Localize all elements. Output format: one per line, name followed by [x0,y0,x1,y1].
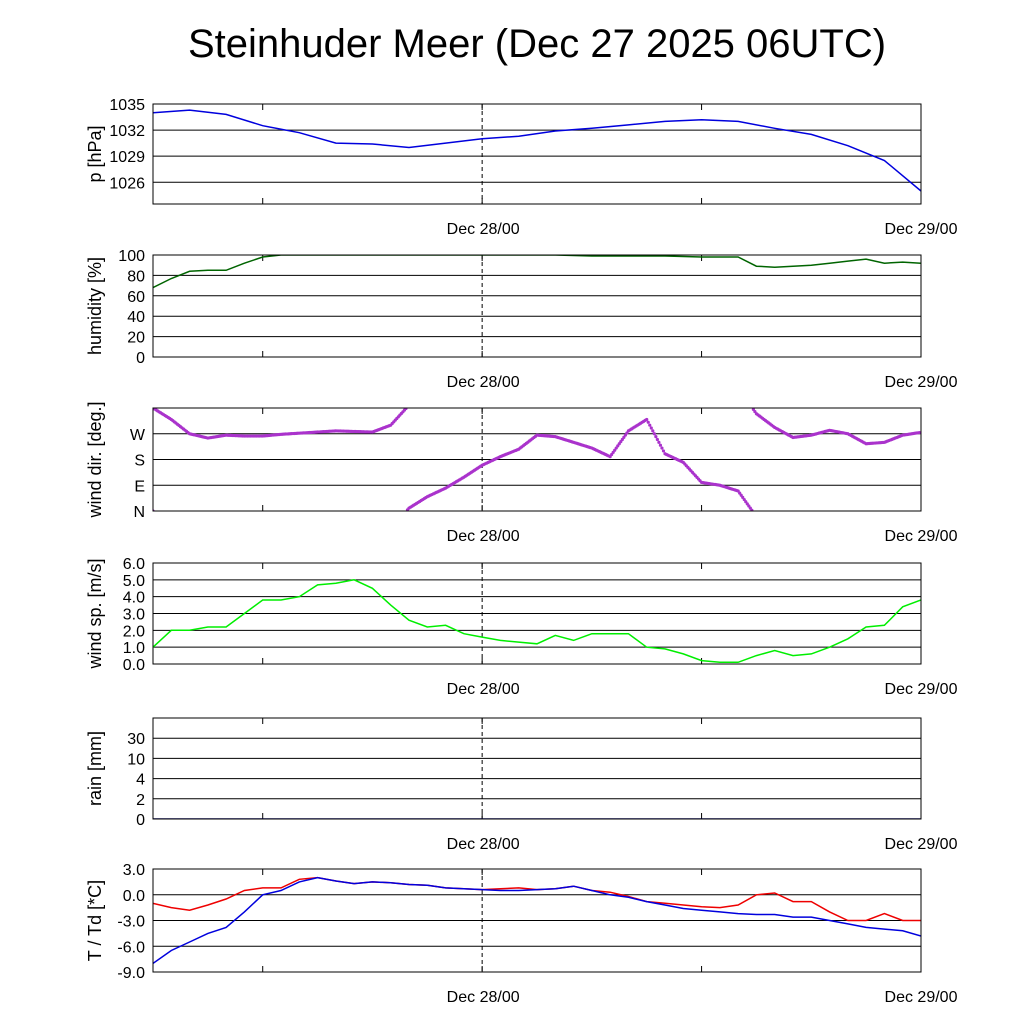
series-1-line [153,255,921,289]
panel-frame [152,254,922,358]
panel-frame [152,868,922,973]
series-1-line [153,109,921,192]
series-2-line [153,876,921,965]
wind-dir-point [658,443,663,447]
y-tick-label: 1026 [109,175,145,192]
wind-dir-point [648,423,652,427]
wind-dir-point [750,508,754,511]
x-tick-label: Dec 29/00 [885,989,958,1006]
y-tick-label: 20 [127,330,145,347]
y-tick-label: 1029 [109,149,145,166]
y-tick-label: 1035 [109,97,145,114]
y-tick-label: 0 [136,812,145,829]
y-tick-label: 0 [136,350,145,367]
y-tick-label: -9.0 [117,965,145,982]
x-tick-label: Dec 29/00 [885,681,958,698]
panel-frame [152,562,922,665]
x-tick-label: Dec 28/00 [447,221,520,238]
x-tick-label: Dec 28/00 [447,528,520,545]
panel-frame [152,717,922,820]
x-tick-label: Dec 29/00 [885,836,958,853]
y-tick-label: N [133,504,145,521]
x-tick-label: Dec 28/00 [447,989,520,1006]
y-tick-label: -3.0 [117,914,145,931]
y-tick-label: 5.0 [123,573,145,590]
y-tick-label: 100 [118,248,145,265]
wind-dir-point [404,408,408,411]
y-tick-label: 3.0 [123,862,145,879]
wind-dir-point [917,430,921,435]
wind-dir-point [657,440,661,444]
y-axis-label: wind sp. [m/s] [85,558,105,669]
y-tick-label: 60 [127,289,145,306]
y-tick-label: 4 [136,772,145,789]
y-tick-label: 2 [136,792,145,809]
y-tick-label: 1.0 [123,640,145,657]
y-tick-label: 10 [127,751,145,768]
y-axis-label: wind dir. [deg.] [85,401,105,518]
wind-dir-point [646,420,650,424]
x-tick-label: Dec 28/00 [447,681,520,698]
y-tick-label: 6.0 [123,556,145,573]
x-tick-label: Dec 28/00 [447,836,520,853]
panel-2: 0 20 40 60 80 100 humidity [%] Dec 28/00 Dec 29/… [85,248,958,391]
y-axis-label: rain [mm] [85,731,105,806]
series-1-line [153,876,921,922]
y-tick-label: 30 [127,731,145,748]
panel-5: 0 2 4 10 30 rain [mm] Dec 28/00 Dec 29/00 [85,717,958,853]
y-tick-label: E [134,478,145,495]
y-tick-label: 0.0 [123,888,145,905]
wind-dir-point [660,446,664,450]
wind-dir-point [649,426,653,430]
panel-frame [152,407,922,512]
panel-4: 0.01.02.03.04.05.06.0 wind sp. [m/s] Dec 2… [85,556,958,698]
wind-dir-point [655,437,659,442]
y-axis-label: p [hPa] [85,125,105,182]
series-1-line [153,579,921,664]
x-tick-label: Dec 29/00 [885,374,958,391]
y-tick-label: 2.0 [123,623,145,640]
chart-title: Steinhuder Meer (Dec 27 2025 06UTC) [187,22,887,66]
y-tick-label: 0.0 [123,657,145,674]
y-axis-label: humidity [%] [85,257,105,355]
wind-dir-point [661,449,666,453]
wind-dir-point [651,429,655,433]
panel-frame [152,103,922,205]
wind-dir-point [654,435,658,439]
y-tick-label: 4.0 [123,590,145,607]
x-tick-label: Dec 28/00 [447,374,520,391]
series-1-points [153,408,921,511]
y-tick-label: 1032 [109,123,145,140]
x-tick-label: Dec 29/00 [885,221,958,238]
y-tick-label: 80 [127,268,145,285]
wind-dir-point [652,432,656,436]
y-tick-label: S [134,453,145,470]
y-tick-label: -6.0 [117,939,145,956]
x-tick-label: Dec 29/00 [885,528,958,545]
y-tick-label: 3.0 [123,607,145,624]
wind-dir-point [645,417,649,422]
panel-6: -9.0 -6.0 -3.0 0.0 3.0 T / Td [*C] Dec 28/00 De… [85,862,958,1006]
y-axis-label: T / Td [*C] [85,880,105,961]
y-tick-label: W [130,427,146,444]
y-tick-label: 40 [127,309,145,326]
